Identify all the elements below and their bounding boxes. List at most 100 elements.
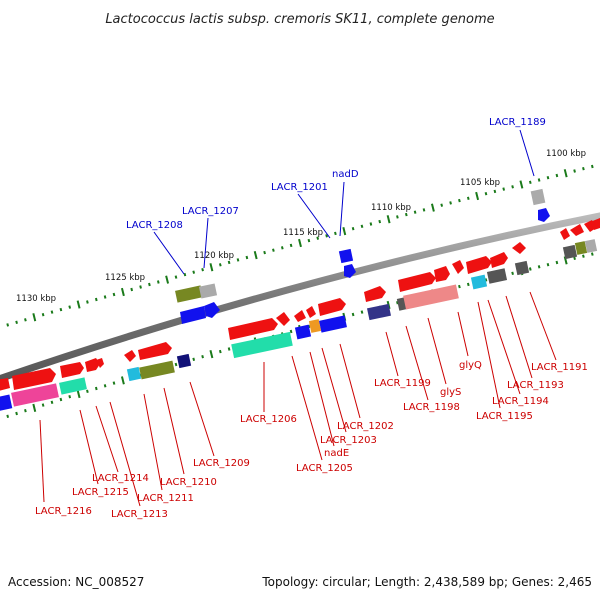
connector-lacr-1193 <box>505 295 533 379</box>
scale-minor-tick <box>103 295 107 299</box>
gene-label-lacr-1206[interactable]: LACR_1206 <box>240 414 297 425</box>
scale-minor-tick <box>334 231 337 236</box>
gene-label-lacr-1216[interactable]: LACR_1216 <box>35 506 92 517</box>
scale-minor-tick <box>201 268 204 272</box>
feature-block <box>308 319 322 333</box>
connector-nade <box>309 351 335 447</box>
scale-minor-tick <box>378 219 382 224</box>
gene-block <box>306 306 316 318</box>
gene-block <box>276 312 290 326</box>
gene-label-lacr-1195[interactable]: LACR_1195 <box>476 411 533 422</box>
connector-nadd <box>339 181 345 237</box>
connector-lacr-1205 <box>291 355 323 461</box>
scale-minor-tick <box>6 323 10 327</box>
scale-major-tick <box>32 403 37 413</box>
gene-block <box>138 342 172 360</box>
gene-label-lacr-1208[interactable]: LACR_1208 <box>126 220 183 231</box>
scale-major-tick <box>32 313 37 322</box>
scale-minor-tick <box>582 167 585 171</box>
gene-label-lacr-1194[interactable]: LACR_1194 <box>492 396 549 407</box>
scale-major-tick <box>563 256 568 265</box>
scale-minor-tick <box>50 400 54 404</box>
scale-minor-tick <box>41 313 45 317</box>
gene-label-lacr-1202[interactable]: LACR_1202 <box>337 421 394 432</box>
scale-minor-tick <box>449 201 452 205</box>
gene-block <box>434 266 450 282</box>
scale-label-1120: 1120 kbp <box>194 251 234 261</box>
scale-minor-tick <box>236 258 240 262</box>
scale-minor-tick <box>555 260 559 265</box>
scale-minor-tick <box>59 397 63 402</box>
scale-minor-tick <box>360 310 364 314</box>
gene-block <box>124 350 136 362</box>
scale-minor-tick <box>148 282 151 287</box>
gene-label-lacr-1210[interactable]: LACR_1210 <box>160 477 217 488</box>
scale-minor-tick <box>351 312 355 317</box>
scale-minor-tick <box>422 208 426 212</box>
connector-lacr-1209 <box>189 381 215 457</box>
scale-major-tick <box>342 226 347 236</box>
gene-block <box>538 208 550 222</box>
scale-minor-tick <box>6 414 10 418</box>
gene-label-lacr-1193[interactable]: LACR_1193 <box>507 380 564 391</box>
scale-label-1105: 1105 kbp <box>460 178 500 188</box>
feature-block <box>486 268 508 284</box>
connector-lacr-1207 <box>203 217 209 269</box>
connector-lacr-1213 <box>109 401 141 507</box>
gene-label-lacr-1209[interactable]: LACR_1209 <box>193 458 250 469</box>
connector-lacr-1215 <box>79 409 99 485</box>
gene-block <box>180 306 206 324</box>
scale-labels: 1100 kbp 1105 kbp 1110 kbp 1115 kbp 1120… <box>16 149 586 304</box>
gene-label-lacr-1191[interactable]: LACR_1191 <box>531 362 588 373</box>
scale-minor-tick <box>555 173 559 178</box>
scale-minor-tick <box>50 310 54 314</box>
gene-block <box>0 378 10 391</box>
gene-label-lacr-1211[interactable]: LACR_1211 <box>137 493 194 504</box>
gene-label-lacr-1213[interactable]: LACR_1213 <box>111 509 168 520</box>
scale-minor-tick <box>112 292 116 297</box>
gene-block <box>466 256 492 274</box>
scale-minor-tick <box>360 224 364 228</box>
scale-minor-tick <box>404 212 408 217</box>
feature-block <box>231 331 293 359</box>
scale-major-tick <box>120 376 125 385</box>
gene-label-lacr-1203[interactable]: LACR_1203 <box>320 435 377 446</box>
scale-label-1115: 1115 kbp <box>283 228 323 238</box>
gene-label-nadd[interactable]: nadD <box>332 169 359 180</box>
scale-minor-tick <box>396 215 399 219</box>
gene-label-lacr-1215[interactable]: LACR_1215 <box>72 487 129 498</box>
scale-minor-tick <box>192 357 196 361</box>
scale-minor-tick <box>289 243 293 248</box>
gene-label-lacr-1198[interactable]: LACR_1198 <box>403 402 460 413</box>
scale-minor-tick <box>24 318 27 322</box>
scale-minor-tick <box>59 307 63 312</box>
scale-major-tick <box>165 275 170 284</box>
gene-label-lacr-1207[interactable]: LACR_1207 <box>182 206 239 217</box>
scale-minor-tick <box>484 192 488 196</box>
gene-label-lacr-1199[interactable]: LACR_1199 <box>374 378 431 389</box>
accession-text: Accession: NC_008527 <box>8 575 144 589</box>
gene-block <box>294 310 306 322</box>
gene-block <box>570 224 584 236</box>
scale-minor-tick <box>590 164 594 169</box>
scale-minor-tick <box>68 395 72 399</box>
gene-label-glyq[interactable]: glyQ <box>459 360 482 371</box>
scale-minor-tick <box>413 210 417 214</box>
gene-block <box>512 242 526 254</box>
feature-block <box>11 383 59 407</box>
gene-label-lacr-1214[interactable]: LACR_1214 <box>92 473 149 484</box>
feature-block <box>126 366 142 382</box>
scale-minor-tick <box>369 222 373 226</box>
feature-block <box>59 377 87 395</box>
gene-label-glys[interactable]: glyS <box>440 387 461 398</box>
gene-label-nade[interactable]: nadE <box>324 448 349 459</box>
connector-lacr-1195 <box>477 301 501 409</box>
scale-minor-tick <box>94 386 98 391</box>
connector-lacr-1208 <box>153 231 185 275</box>
gene-label-lacr-1201[interactable]: LACR_1201 <box>271 182 328 193</box>
gene-label-lacr-1189[interactable]: LACR_1189 <box>489 117 546 128</box>
gene-label-lacr-1205[interactable]: LACR_1205 <box>296 463 353 474</box>
label-connectors <box>39 129 557 507</box>
connector-glyq <box>457 311 469 357</box>
